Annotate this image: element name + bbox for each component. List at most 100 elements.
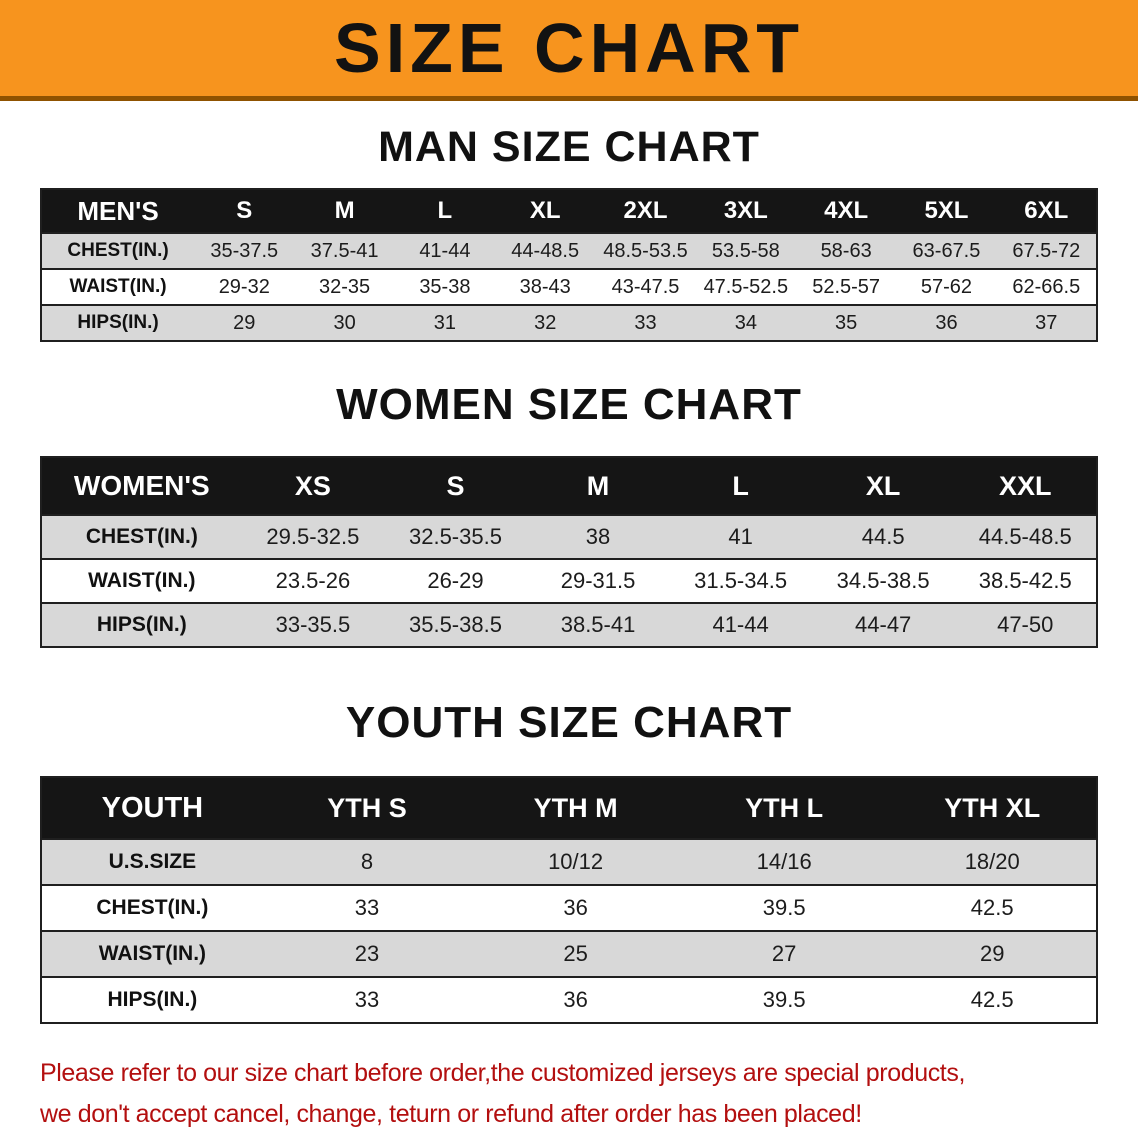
measurement-value: 8 xyxy=(262,838,472,885)
table-row: HIPS(IN.) 33-35.5 35.5-38.5 38.5-41 41-44 44-… xyxy=(41,602,1097,647)
footer-disclaimer: Please refer to our size chart before or… xyxy=(40,1054,1098,1134)
table-title-cell: WOMEN'S xyxy=(41,457,242,515)
measurement-value: 34.5-38.5 xyxy=(811,558,955,603)
measurement-label: HIPS(IN.) xyxy=(41,602,242,647)
women-size-section: WOMEN SIZE CHART WOMEN'S XS S M L XL XXL CHEST(… xyxy=(40,380,1098,648)
measurement-value: 57-62 xyxy=(896,268,997,305)
measurement-label: WAIST(IN.) xyxy=(41,268,195,305)
footer-note-line2: we don't accept cancel, change, teturn o… xyxy=(40,1099,862,1128)
measurement-value: 32-35 xyxy=(294,268,395,305)
measurement-label: HIPS(IN.) xyxy=(41,976,263,1023)
size-column-header: M xyxy=(294,189,395,233)
measurement-value: 41-44 xyxy=(394,232,496,269)
size-column-header: YTH M xyxy=(471,777,680,839)
measurement-value: 44-47 xyxy=(811,602,955,647)
measurement-value: 41 xyxy=(669,514,812,559)
table-row: WAIST(IN.) 23.5-26 26-29 29-31.5 31.5-34.5 34… xyxy=(41,558,1097,603)
size-column-header: 5XL xyxy=(896,189,997,233)
measurement-value: 32.5-35.5 xyxy=(384,514,527,559)
measurement-value: 42.5 xyxy=(888,976,1097,1023)
size-column-header: 3XL xyxy=(695,189,796,233)
youth-size-table: YOUTH YTH S YTH M YTH L YTH XL U.S.SIZE 8 10/12… xyxy=(40,776,1098,1024)
size-column-header: XL xyxy=(811,457,955,515)
table-header-row: MEN'S S M L XL 2XL 3XL 4XL 5XL 6XL xyxy=(41,189,1097,233)
table-row: CHEST(IN.) 33 36 39.5 42.5 xyxy=(41,884,1097,931)
measurement-value: 37.5-41 xyxy=(294,232,395,269)
measurement-value: 36 xyxy=(471,976,680,1023)
size-column-header: 6XL xyxy=(996,189,1097,233)
measurement-value: 36 xyxy=(471,884,680,931)
size-column-header: L xyxy=(669,457,812,515)
measurement-value: 25 xyxy=(471,930,680,977)
measurement-value: 32 xyxy=(495,304,596,341)
table-row: WAIST(IN.) 29-32 32-35 35-38 38-43 43-47.5 47.… xyxy=(41,268,1097,305)
men-size-table: MEN'S S M L XL 2XL 3XL 4XL 5XL 6XL CHEST(IN.) 35-37… xyxy=(40,188,1098,342)
table-title-cell: MEN'S xyxy=(41,189,195,233)
size-column-header: XXL xyxy=(954,457,1097,515)
measurement-value: 35 xyxy=(795,304,897,341)
women-section-heading: WOMEN SIZE CHART xyxy=(336,380,802,429)
table-row: U.S.SIZE 8 10/12 14/16 18/20 xyxy=(41,838,1097,885)
measurement-value: 67.5-72 xyxy=(996,232,1097,269)
measurement-value: 53.5-58 xyxy=(695,232,796,269)
measurement-value: 31.5-34.5 xyxy=(669,558,812,603)
measurement-value: 47-50 xyxy=(954,602,1097,647)
measurement-value: 29.5-32.5 xyxy=(241,514,385,559)
table-header-row: WOMEN'S XS S M L XL XXL xyxy=(41,457,1097,515)
measurement-value: 29 xyxy=(194,304,295,341)
measurement-label: CHEST(IN.) xyxy=(41,884,263,931)
measurement-value: 38.5-41 xyxy=(526,602,670,647)
measurement-value: 39.5 xyxy=(679,884,889,931)
men-size-section: MAN SIZE CHART MEN'S S M L XL 2XL 3XL 4XL 5XL 6XL… xyxy=(40,123,1098,342)
size-column-header: S xyxy=(384,457,527,515)
footer-note-line1: Please refer to our size chart before or… xyxy=(40,1059,965,1087)
measurement-value: 38-43 xyxy=(495,268,596,305)
measurement-label: WAIST(IN.) xyxy=(41,930,263,977)
table-row: CHEST(IN.) 29.5-32.5 32.5-35.5 38 41 44.5 44.5… xyxy=(41,514,1097,559)
size-column-header: XS xyxy=(241,457,385,515)
measurement-value: 33 xyxy=(262,976,472,1023)
banner-title: SIZE CHART xyxy=(334,9,804,87)
measurement-value: 33 xyxy=(262,884,472,931)
youth-section-heading: YOUTH SIZE CHART xyxy=(345,698,793,747)
measurement-value: 29-32 xyxy=(194,268,295,305)
table-row: CHEST(IN.) 35-37.5 37.5-41 41-44 44-48.5 48.5… xyxy=(41,232,1097,269)
size-chart-banner: SIZE CHART xyxy=(0,0,1138,101)
measurement-value: 42.5 xyxy=(888,884,1097,931)
measurement-value: 41-44 xyxy=(669,602,812,647)
measurement-value: 23 xyxy=(262,930,472,977)
measurement-value: 31 xyxy=(394,304,496,341)
size-chart-content: MAN SIZE CHART MEN'S S M L XL 2XL 3XL 4XL 5XL 6XL… xyxy=(0,123,1138,1134)
table-header-row: YOUTH YTH S YTH M YTH L YTH XL xyxy=(41,777,1097,839)
measurement-value: 47.5-52.5 xyxy=(695,268,796,305)
size-column-header: YTH XL xyxy=(888,777,1097,839)
measurement-value: 43-47.5 xyxy=(595,268,696,305)
size-column-header: YTH S xyxy=(262,777,472,839)
measurement-value: 63-67.5 xyxy=(896,232,997,269)
measurement-value: 44-48.5 xyxy=(495,232,596,269)
measurement-label: WAIST(IN.) xyxy=(41,558,242,603)
measurement-value: 39.5 xyxy=(679,976,889,1023)
measurement-value: 14/16 xyxy=(679,838,889,885)
measurement-value: 29-31.5 xyxy=(526,558,670,603)
measurement-value: 35-38 xyxy=(394,268,496,305)
measurement-value: 44.5-48.5 xyxy=(954,514,1097,559)
measurement-value: 52.5-57 xyxy=(795,268,897,305)
measurement-value: 29 xyxy=(888,930,1097,977)
measurement-value: 30 xyxy=(294,304,395,341)
measurement-label: CHEST(IN.) xyxy=(41,232,195,269)
measurement-value: 27 xyxy=(679,930,889,977)
measurement-label: CHEST(IN.) xyxy=(41,514,242,559)
measurement-value: 58-63 xyxy=(795,232,897,269)
measurement-value: 44.5 xyxy=(811,514,955,559)
measurement-label: HIPS(IN.) xyxy=(41,304,195,341)
size-column-header: S xyxy=(194,189,295,233)
measurement-value: 34 xyxy=(695,304,796,341)
table-row: WAIST(IN.) 23 25 27 29 xyxy=(41,930,1097,977)
size-column-header: 2XL xyxy=(595,189,696,233)
table-row: HIPS(IN.) 33 36 39.5 42.5 xyxy=(41,976,1097,1023)
table-title-cell: YOUTH xyxy=(41,777,263,839)
measurement-value: 35.5-38.5 xyxy=(384,602,527,647)
measurement-value: 48.5-53.5 xyxy=(595,232,696,269)
